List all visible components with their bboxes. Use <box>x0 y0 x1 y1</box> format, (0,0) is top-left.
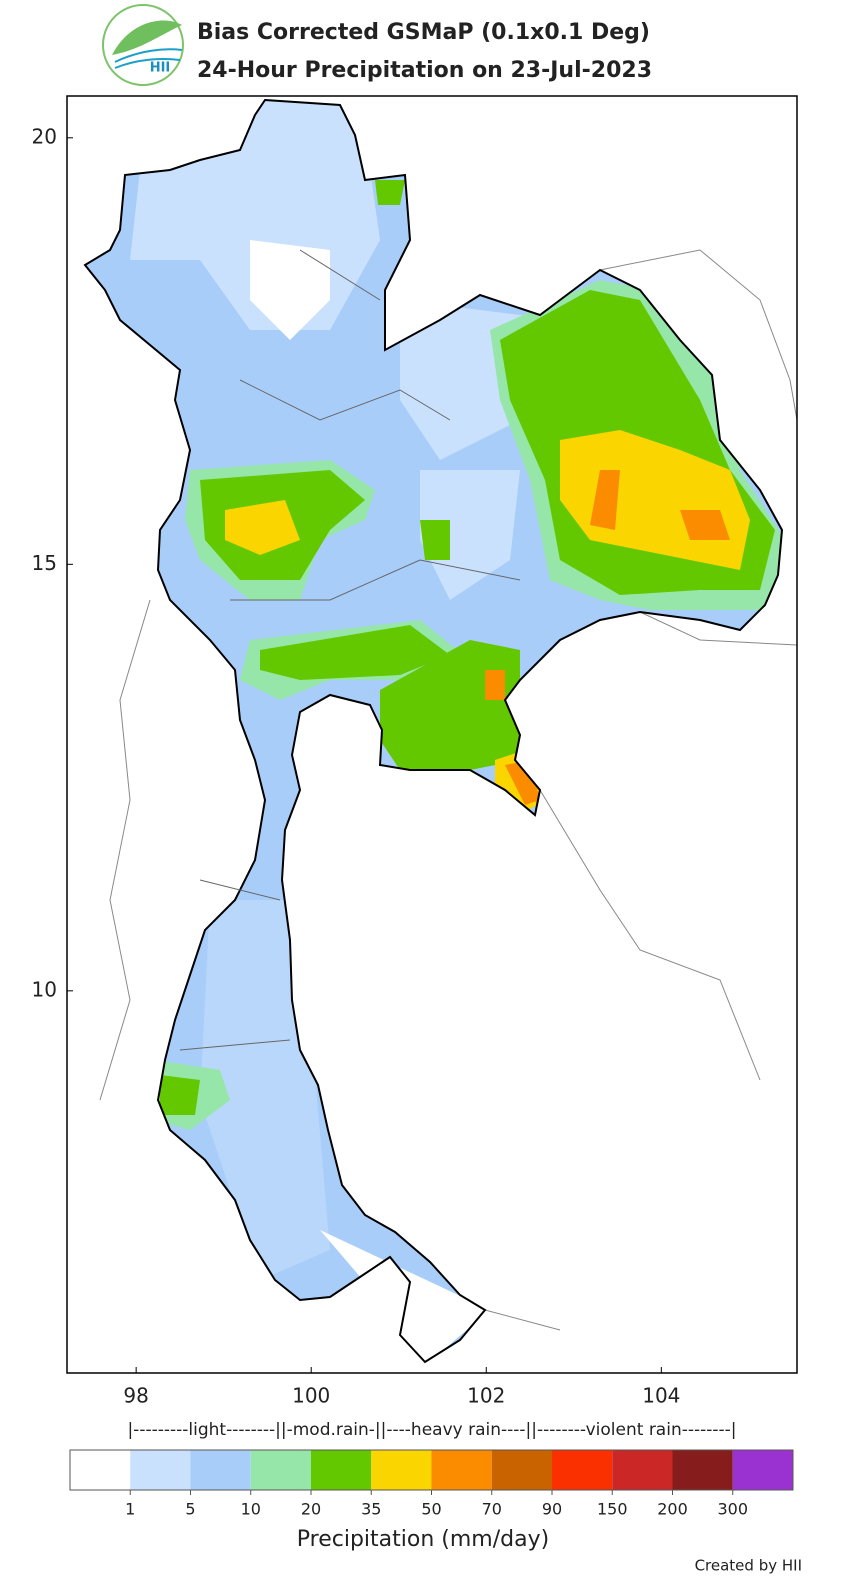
color-box <box>130 1450 191 1490</box>
colorbar-tick-label: 200 <box>657 1500 688 1519</box>
y-tick-label: 10 <box>32 977 57 1001</box>
color-box <box>70 1450 131 1490</box>
color-box <box>311 1450 372 1490</box>
colorbar-tick-label: 1 <box>125 1500 135 1519</box>
x-tick-label: 104 <box>642 1384 680 1408</box>
title: Bias Corrected GSMaP (0.1x0.1 Deg) <box>197 20 650 45</box>
colorbar-tick-label: 5 <box>185 1500 195 1519</box>
x-tick-label: 102 <box>467 1384 505 1408</box>
color-box <box>431 1450 492 1490</box>
colorbar-tick-label: 90 <box>542 1500 562 1519</box>
color-box <box>552 1450 613 1490</box>
x-tick-label: 100 <box>292 1384 330 1408</box>
color-box <box>190 1450 251 1490</box>
color-box <box>491 1450 552 1490</box>
logo: HII <box>102 4 184 86</box>
color-box <box>732 1450 793 1490</box>
colorbar-tick-label: 35 <box>361 1500 381 1519</box>
credit: Created by HII <box>695 1557 802 1575</box>
x-tick-label: 98 <box>123 1384 148 1408</box>
colorbar-tick-label: 20 <box>301 1500 321 1519</box>
color-box <box>612 1450 673 1490</box>
logo-text: HII <box>150 61 171 76</box>
colorbar-tick-label: 70 <box>482 1500 502 1519</box>
color-box <box>371 1450 432 1490</box>
subtitle: 24-Hour Precipitation on 23-Jul-2023 <box>197 58 652 83</box>
y-tick-label: 15 <box>32 551 57 575</box>
legend-ranges: |---------light--------||-mod.rain-||---… <box>127 1420 736 1440</box>
colorbar-tick-label: 50 <box>421 1500 441 1519</box>
y-tick-label: 20 <box>32 124 57 148</box>
colorbar-tick-label: 150 <box>597 1500 628 1519</box>
color-box <box>672 1450 733 1490</box>
map <box>66 95 798 1374</box>
colorbar-tick-label: 300 <box>717 1500 748 1519</box>
colorbar-tick-label: 10 <box>241 1500 261 1519</box>
color-box <box>250 1450 311 1490</box>
legend-xlabel: Precipitation (mm/day) <box>297 1527 549 1552</box>
